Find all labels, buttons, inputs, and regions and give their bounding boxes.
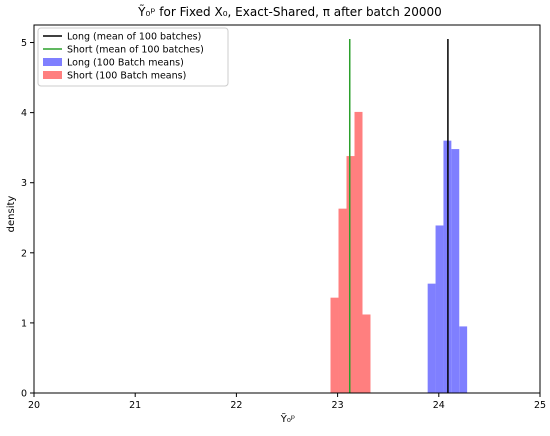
x-tick-label: 23 [332,400,344,411]
legend-label: Long (mean of 100 batches) [67,32,201,43]
y-tick-label: 0 [21,389,27,400]
hist-bar [435,225,444,393]
y-tick-label: 1 [21,318,27,329]
y-axis-label: density [6,196,17,233]
x-axis-label: Ỹ₀ᵖ [280,412,295,425]
x-tick-label: 24 [433,400,445,411]
legend-label: Short (100 Batch means) [67,71,186,82]
x-tick-label: 22 [230,400,242,411]
hist-bar [346,156,355,393]
hist-bar [451,149,460,393]
legend: Long (mean of 100 batches) Short (mean of… [37,27,229,87]
hist-bar [338,208,347,393]
y-tick-label: 2 [21,248,27,259]
hist-bar [354,111,363,394]
x-tick-label: 20 [28,400,40,411]
chart-title: Ỹ₀ᵖ for Fixed X₀, Exact-Shared, π after … [137,4,442,19]
y-axis-ticks: 0 1 2 3 4 5 [21,38,34,400]
legend-patch-swatch [43,58,62,66]
x-tick-label: 21 [129,400,141,411]
x-axis-ticks: 20 21 22 23 24 25 [28,393,546,411]
axes-frame [33,24,541,394]
legend-box [37,27,229,87]
plot-area [33,24,541,394]
hist-bar [427,283,436,393]
y-tick-label: 3 [21,178,27,189]
hist-bar [459,326,468,393]
legend-patch-swatch [43,71,62,79]
hist-bar [362,314,371,393]
y-tick-label: 5 [21,38,27,49]
x-tick-label: 25 [534,400,546,411]
hist-bar [330,297,339,393]
legend-label: Short (mean of 100 batches) [67,45,204,56]
legend-label: Long (100 Batch means) [67,58,184,69]
y-tick-label: 4 [21,108,27,119]
